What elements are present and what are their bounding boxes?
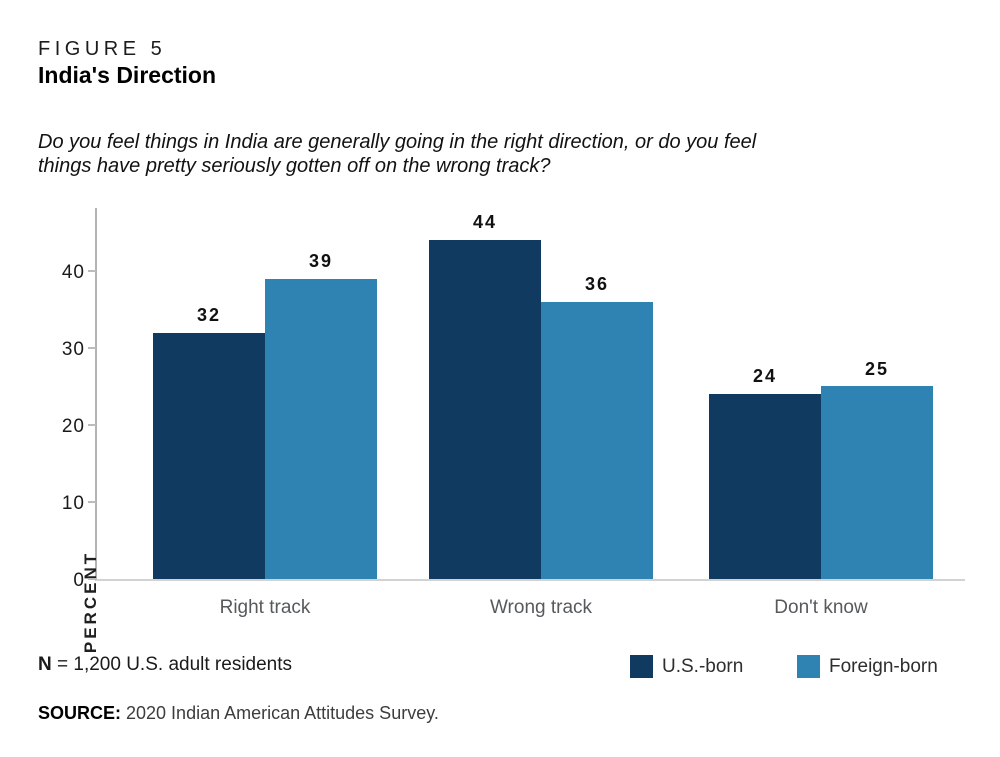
legend-label-foreign-born: Foreign-born [829, 655, 938, 677]
source-label: SOURCE: [38, 703, 122, 723]
y-tick-mark-30 [88, 347, 96, 349]
y-tick-label-0: 0 [73, 570, 85, 591]
y-tick-label-30: 30 [61, 339, 85, 360]
y-tick-mark-0 [88, 578, 96, 580]
bar-u-s-born-don-t-know [709, 394, 821, 579]
legend-swatch-us-born [630, 655, 653, 678]
x-category-label-wrong-track: Wrong track [489, 597, 593, 618]
x-category-label-right-track: Right track [219, 597, 311, 618]
bar-value-label: 44 [472, 212, 498, 233]
x-category-label-don-t-know: Don't know [774, 597, 868, 618]
source-text: 2020 Indian American Attitudes Survey. [121, 703, 439, 723]
y-tick-label-20: 20 [61, 416, 85, 437]
y-axis-label: PERCENT [81, 550, 100, 654]
bar-foreign-born-wrong-track [541, 302, 653, 579]
figure-title: India's Direction [38, 62, 217, 88]
bar-u-s-born-right-track [153, 333, 265, 579]
bar-foreign-born-don-t-know [821, 386, 933, 579]
bar-value-label: 36 [584, 273, 610, 294]
survey-question: Do you feel things in India are generall… [38, 130, 758, 178]
survey-question-line-1: Do you feel things in India are generall… [38, 131, 757, 153]
plot-area: PERCENT 0 10 20 30 40 32 39 Right track 44 36 Wron… [62, 208, 965, 653]
bar-value-label: 24 [752, 366, 778, 387]
legend-swatch-foreign-born [797, 655, 820, 678]
legend-label-us-born: U.S.-born [662, 655, 744, 677]
y-tick-label-10: 10 [61, 493, 85, 514]
bar-value-label: 25 [864, 358, 890, 379]
y-tick-label-40: 40 [61, 262, 85, 283]
figure-number: FIGURE 5 [38, 38, 167, 60]
source-note: SOURCE: 2020 Indian American Attitudes S… [38, 703, 439, 724]
sample-size-note: N = 1,200 U.S. adult residents [38, 654, 292, 676]
y-tick-mark-10 [88, 501, 96, 503]
y-tick-mark-40 [88, 270, 96, 272]
bar-value-label: 32 [196, 304, 222, 325]
y-tick-mark-20 [88, 424, 96, 426]
bar-u-s-born-wrong-track [429, 240, 541, 579]
bar-value-label: 39 [308, 250, 334, 271]
sample-size-n: N [38, 654, 52, 675]
survey-question-line-2: things have pretty seriously gotten off … [38, 155, 551, 177]
bar-foreign-born-right-track [265, 279, 377, 579]
sample-size-text: = 1,200 U.S. adult residents [51, 654, 293, 675]
